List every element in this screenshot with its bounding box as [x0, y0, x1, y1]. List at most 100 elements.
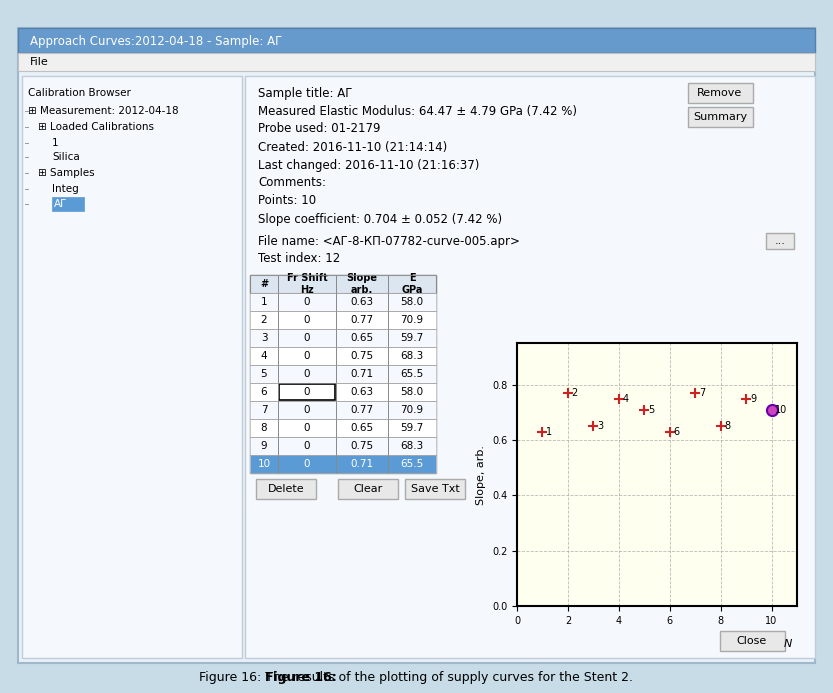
Text: 10: 10	[257, 459, 271, 469]
Text: 0: 0	[304, 387, 310, 397]
Text: Clear: Clear	[353, 484, 382, 494]
Bar	[250, 365, 436, 383]
Text: Silica: Silica	[52, 152, 80, 162]
Text: Slope coefficient: 0.704 ± 0.052 (7.42 %): Slope coefficient: 0.704 ± 0.052 (7.42 %…	[258, 213, 502, 225]
Text: 0.63: 0.63	[351, 297, 373, 307]
Text: 0.77: 0.77	[351, 405, 373, 415]
Text: 8: 8	[725, 421, 731, 431]
Text: E
GPa: E GPa	[402, 273, 422, 295]
Text: 0.75: 0.75	[351, 351, 373, 361]
Text: 59.7: 59.7	[401, 423, 424, 433]
Text: 0: 0	[304, 459, 310, 469]
Text: 5: 5	[261, 369, 267, 379]
Text: ⊞ Measurement: 2012-04-18: ⊞ Measurement: 2012-04-18	[28, 106, 178, 116]
Text: Save Txt: Save Txt	[411, 484, 459, 494]
Bar	[250, 437, 436, 455]
Bar	[18, 53, 815, 71]
Bar	[250, 347, 436, 365]
Text: Summary: Summary	[693, 112, 747, 122]
Text: 58.0: 58.0	[401, 297, 423, 307]
Text: 0: 0	[304, 423, 310, 433]
Text: N: N	[784, 639, 792, 649]
Text: 1: 1	[546, 427, 552, 437]
Text: 4: 4	[261, 351, 267, 361]
Text: Figure 16: The results of the plotting of supply curves for the Stent 2.: Figure 16: The results of the plotting o…	[199, 672, 633, 685]
Text: Probe used: 01-2179: Probe used: 01-2179	[258, 123, 381, 136]
Text: 2: 2	[571, 388, 578, 398]
Text: Last changed: 2016-11-10 (21:16:37): Last changed: 2016-11-10 (21:16:37)	[258, 159, 479, 171]
Text: Figure 16:: Figure 16:	[265, 672, 337, 685]
Text: 70.9: 70.9	[401, 405, 423, 415]
Text: Slope
arb.: Slope arb.	[347, 273, 377, 295]
Text: 0.63: 0.63	[351, 387, 373, 397]
Text: 0.65: 0.65	[351, 423, 373, 433]
Text: 59.7: 59.7	[401, 333, 424, 343]
Text: 0: 0	[304, 369, 310, 379]
Text: 5: 5	[648, 405, 655, 414]
Text: 58.0: 58.0	[401, 387, 423, 397]
Text: 68.3: 68.3	[401, 351, 424, 361]
Text: 65.5: 65.5	[401, 369, 424, 379]
Text: Sample title: АГ: Sample title: АГ	[258, 87, 352, 100]
Text: Remove: Remove	[697, 88, 743, 98]
Bar	[52, 197, 84, 211]
Text: 10: 10	[776, 405, 788, 414]
Bar	[766, 233, 794, 249]
Bar	[250, 455, 436, 473]
Text: Created: 2016-11-10 (21:14:14): Created: 2016-11-10 (21:14:14)	[258, 141, 447, 154]
Text: 7: 7	[699, 388, 706, 398]
Text: Approach Curves:2012-04-18 - Sample: АГ: Approach Curves:2012-04-18 - Sample: АГ	[30, 35, 282, 48]
Text: 0.77: 0.77	[351, 315, 373, 325]
Text: Comments:: Comments:	[258, 177, 326, 189]
Text: Measured Elastic Modulus: 64.47 ± 4.79 GPa (7.42 %): Measured Elastic Modulus: 64.47 ± 4.79 G…	[258, 105, 577, 118]
Text: 0.71: 0.71	[351, 459, 373, 469]
Bar	[250, 293, 436, 311]
Text: 0: 0	[304, 333, 310, 343]
Text: ...: ...	[775, 236, 786, 246]
Text: 0: 0	[304, 297, 310, 307]
Text: 4: 4	[622, 394, 629, 403]
Text: 9: 9	[261, 441, 267, 451]
Bar	[245, 76, 815, 658]
Text: 6: 6	[261, 387, 267, 397]
Text: 2: 2	[261, 315, 267, 325]
Text: 0.75: 0.75	[351, 441, 373, 451]
Bar	[720, 631, 785, 651]
Text: 1: 1	[261, 297, 267, 307]
Text: 0.65: 0.65	[351, 333, 373, 343]
Text: Fr Shift
Hz: Fr Shift Hz	[287, 273, 327, 295]
Bar	[250, 383, 436, 401]
Text: Calibration Browser: Calibration Browser	[28, 88, 131, 98]
Text: ⊞ Samples: ⊞ Samples	[38, 168, 95, 178]
Text: #: #	[260, 279, 268, 289]
Text: 9: 9	[750, 394, 756, 403]
Bar	[338, 479, 398, 499]
Text: 3: 3	[261, 333, 267, 343]
Text: 0.71: 0.71	[351, 369, 373, 379]
Text: 0: 0	[304, 315, 310, 325]
Text: Test index: 12: Test index: 12	[258, 252, 340, 265]
Text: Points: 10: Points: 10	[258, 195, 317, 207]
Text: 0: 0	[304, 405, 310, 415]
Bar	[405, 479, 465, 499]
Text: 0: 0	[304, 441, 310, 451]
Text: Integ: Integ	[52, 184, 79, 194]
Text: 7: 7	[261, 405, 267, 415]
Bar	[22, 76, 242, 658]
Bar	[250, 311, 436, 329]
Bar	[250, 275, 436, 293]
Text: 1: 1	[52, 138, 58, 148]
Text: Delete: Delete	[267, 484, 304, 494]
Text: 0: 0	[304, 351, 310, 361]
Bar	[279, 384, 335, 400]
Text: 65.5: 65.5	[401, 459, 424, 469]
Text: 3: 3	[597, 421, 603, 431]
Text: File name: <АГ-8-КП-07782-curve-005.apr>: File name: <АГ-8-КП-07782-curve-005.apr>	[258, 234, 520, 247]
Bar	[250, 329, 436, 347]
Bar	[688, 107, 753, 127]
Text: ⊞ Loaded Calibrations: ⊞ Loaded Calibrations	[38, 122, 154, 132]
Text: АГ: АГ	[54, 199, 67, 209]
Text: File: File	[30, 57, 49, 67]
Bar	[250, 275, 436, 473]
Text: 70.9: 70.9	[401, 315, 423, 325]
